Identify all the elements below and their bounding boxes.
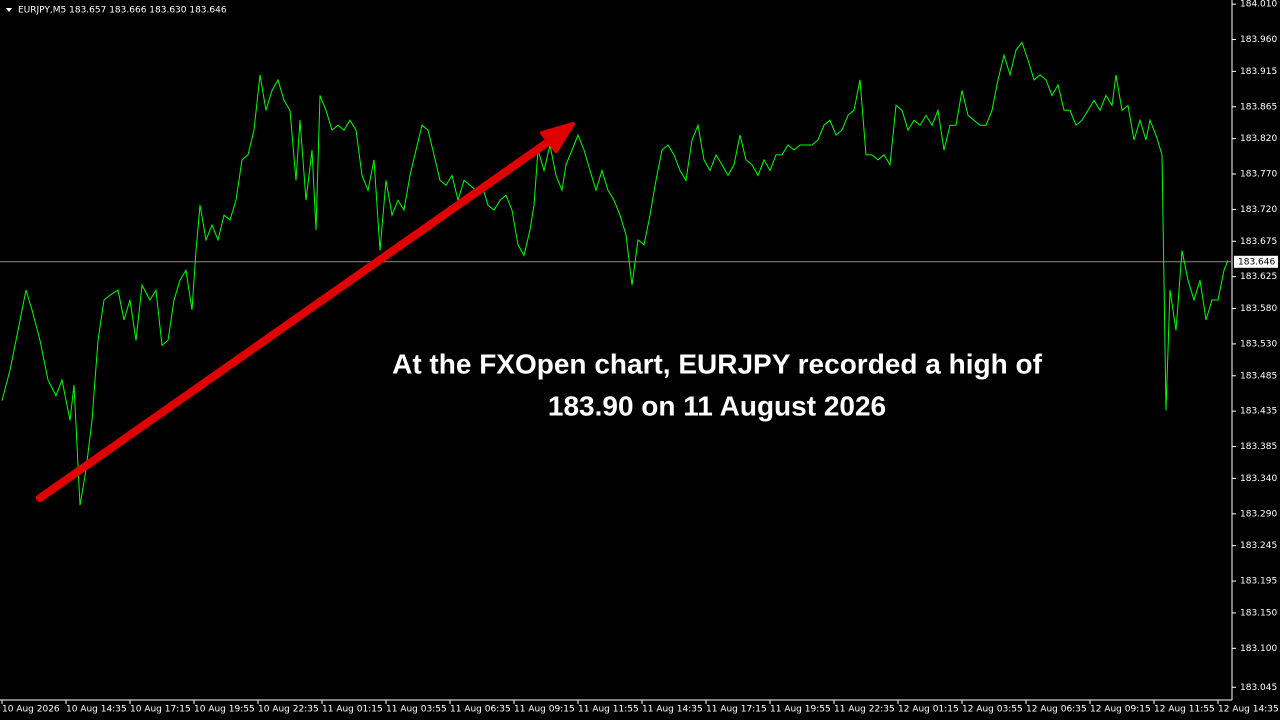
annotation-arrowhead — [540, 122, 575, 153]
current-price-label: 183.646 — [1238, 257, 1275, 267]
x-tick-label: 12 Aug 06:35 — [1026, 705, 1087, 715]
x-tick-label: 12 Aug 01:15 — [898, 705, 959, 715]
x-tick-label: 11 Aug 03:55 — [386, 705, 447, 715]
y-tick-label: 183.915 — [1240, 67, 1277, 77]
x-tick-label: 10 Aug 19:55 — [194, 705, 255, 715]
x-tick-label: 11 Aug 19:55 — [770, 705, 831, 715]
price-line — [1, 41, 1229, 506]
x-tick-label: 11 Aug 11:55 — [578, 705, 639, 715]
y-tick-label: 183.150 — [1240, 608, 1277, 618]
y-tick-label: 183.290 — [1240, 509, 1277, 519]
x-tick-label: 11 Aug 06:35 — [450, 705, 511, 715]
x-tick-label: 10 Aug 22:35 — [258, 705, 319, 715]
y-tick-label: 183.720 — [1240, 205, 1277, 215]
y-tick-label: 183.580 — [1240, 304, 1277, 314]
y-tick-label: 183.625 — [1240, 272, 1277, 282]
x-tick-label: 10 Aug 14:35 — [66, 705, 127, 715]
x-tick-label: 11 Aug 01:15 — [322, 705, 383, 715]
y-tick-label: 183.195 — [1240, 577, 1277, 587]
x-tick-label: 12 Aug 09:15 — [1090, 705, 1151, 715]
y-tick-label: 183.530 — [1240, 339, 1277, 349]
y-tick-label: 183.485 — [1240, 371, 1277, 381]
annotation: 183.90 on 11 August 2026 — [548, 390, 886, 421]
y-tick-label: 183.865 — [1240, 102, 1277, 112]
x-tick-label: 12 Aug 11:55 — [1154, 705, 1215, 715]
header-icon — [6, 8, 12, 12]
y-tick-label: 184.010 — [1240, 0, 1277, 10]
y-tick-label: 183.385 — [1240, 442, 1277, 452]
x-tick-label: 12 Aug 03:55 — [962, 705, 1023, 715]
chart-title: EURJPY,M5 183.657 183.666 183.630 183.64… — [18, 6, 227, 16]
x-tick-label: 11 Aug 09:15 — [514, 705, 575, 715]
x-tick-label: 10 Aug 17:15 — [130, 705, 191, 715]
y-tick-label: 183.340 — [1240, 474, 1277, 484]
y-tick-label: 183.045 — [1240, 683, 1277, 693]
y-tick-label: 183.435 — [1240, 407, 1277, 417]
annotation: At the FXOpen chart, EURJPY recorded a h… — [392, 348, 1042, 379]
y-tick-label: 183.100 — [1240, 644, 1277, 654]
current-price-box — [1234, 255, 1278, 268]
x-tick-label: 11 Aug 22:35 — [834, 705, 895, 715]
y-tick-label: 183.820 — [1240, 134, 1277, 144]
y-tick-label: 183.960 — [1240, 35, 1277, 45]
y-tick-label: 183.675 — [1240, 237, 1277, 247]
x-tick-label: 12 Aug 14:35 — [1218, 705, 1279, 715]
x-tick-label: 10 Aug 2026 — [2, 705, 60, 715]
x-tick-label: 11 Aug 14:35 — [642, 705, 703, 715]
x-tick-label: 11 Aug 17:15 — [706, 705, 767, 715]
y-tick-label: 183.245 — [1240, 541, 1277, 551]
y-tick-label: 183.770 — [1240, 170, 1277, 180]
annotation-arrow — [36, 131, 562, 502]
